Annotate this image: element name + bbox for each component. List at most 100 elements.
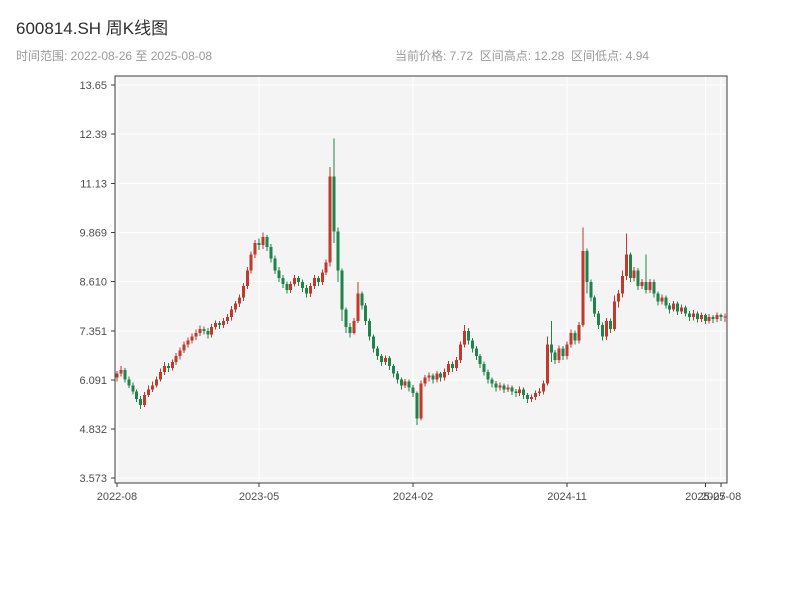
candle — [265, 235, 269, 251]
candle — [123, 367, 127, 383]
candle — [451, 361, 455, 372]
candle — [490, 377, 494, 388]
candle — [447, 360, 451, 375]
candle — [158, 368, 162, 382]
candle — [573, 330, 577, 345]
y-tick-label: 7.351 — [79, 326, 107, 338]
candle — [151, 381, 155, 393]
candle — [308, 282, 312, 297]
candle — [391, 363, 395, 378]
candle — [628, 252, 632, 283]
candle — [301, 279, 305, 292]
y-tick-label: 9.869 — [79, 228, 107, 240]
candle — [478, 353, 482, 368]
candle — [458, 341, 462, 364]
candle — [297, 275, 301, 286]
candle — [462, 324, 466, 348]
date-range-subtitle: 时间范围: 2022-08-26 至 2025-08-08 — [16, 49, 213, 63]
candle — [269, 243, 273, 263]
y-tick-label: 12.39 — [79, 129, 107, 141]
candle — [249, 251, 253, 274]
candle — [376, 346, 380, 361]
candle — [557, 345, 561, 364]
candle — [415, 391, 419, 425]
candle — [616, 289, 620, 308]
candle — [530, 394, 534, 403]
candle — [545, 336, 549, 386]
candle — [522, 387, 526, 400]
candle — [711, 315, 715, 324]
y-tick-label: 6.091 — [79, 375, 107, 387]
candle — [372, 334, 376, 353]
y-tick-label: 3.573 — [79, 473, 107, 485]
candle — [672, 300, 676, 312]
candle — [514, 388, 518, 398]
candle — [474, 346, 478, 361]
candle — [561, 346, 565, 361]
candle — [115, 371, 119, 382]
candle — [506, 384, 510, 393]
candle — [336, 227, 340, 283]
gridlines — [115, 76, 727, 483]
candle — [237, 294, 241, 308]
candle — [585, 248, 589, 294]
candle — [534, 390, 538, 400]
chart-title: 600814.SH 周K线图 — [16, 19, 169, 38]
candle — [194, 329, 198, 340]
candle — [222, 317, 226, 329]
candle — [245, 267, 249, 290]
candle — [593, 295, 597, 318]
candle — [668, 303, 672, 314]
candle — [648, 278, 652, 293]
candle — [360, 291, 364, 310]
candle — [723, 313, 727, 322]
candle — [687, 310, 691, 322]
candle — [293, 275, 297, 287]
candle — [119, 365, 123, 377]
candle — [257, 238, 261, 251]
x-tick-label: 2025-08 — [701, 491, 741, 503]
candle — [518, 386, 522, 396]
candle — [620, 270, 624, 298]
candle — [210, 324, 214, 338]
candle — [703, 313, 707, 325]
candle — [352, 317, 356, 335]
candle — [644, 254, 648, 294]
candle — [226, 314, 230, 325]
candle — [565, 341, 569, 360]
plot-panel — [115, 76, 727, 483]
y-tick-label: 4.832 — [79, 424, 107, 436]
candle — [455, 356, 459, 372]
candle — [431, 373, 435, 384]
candle — [202, 326, 206, 335]
candle — [344, 307, 348, 333]
candle — [676, 301, 680, 315]
candle — [166, 363, 170, 372]
candle — [403, 378, 407, 389]
candle — [427, 372, 431, 382]
candle — [423, 374, 427, 387]
candle — [684, 305, 688, 317]
candle — [332, 138, 336, 244]
candle — [320, 269, 324, 286]
candle — [581, 227, 585, 327]
candle — [186, 337, 190, 348]
candle — [652, 279, 656, 298]
candle — [526, 392, 530, 404]
candle — [147, 385, 151, 398]
candle — [502, 383, 506, 393]
candle — [233, 300, 237, 313]
candle — [707, 314, 711, 324]
x-tick-label: 2024-02 — [393, 491, 433, 503]
candle — [383, 355, 387, 365]
candle — [170, 359, 174, 371]
candle — [719, 313, 723, 322]
candle — [182, 341, 186, 354]
candle — [395, 371, 399, 384]
candle — [612, 295, 616, 331]
candle — [411, 385, 415, 398]
candle — [466, 328, 470, 345]
candle — [316, 275, 320, 286]
candle — [139, 395, 143, 409]
